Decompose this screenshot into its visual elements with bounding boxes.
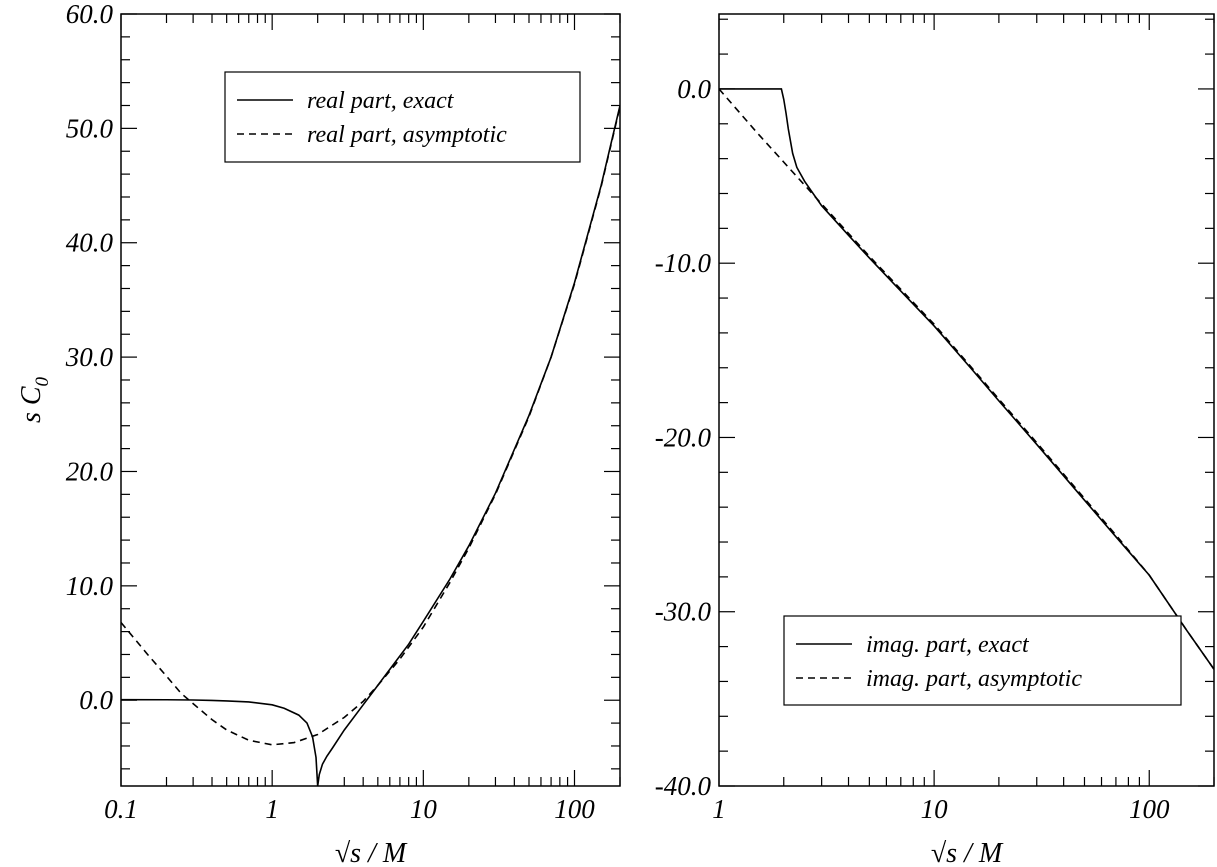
y-axis-label-subscript: 0 — [32, 376, 53, 386]
x-axis-label: √s / M — [335, 838, 408, 867]
y-tick-label: 60.0 — [66, 0, 114, 29]
legend: imag. part, exact imag. part, asymptotic — [783, 615, 1182, 706]
real-part-chart: 0.1 1 10 100 0.0 10.0 20.0 30.0 40.0 50.0 60.0 √s /… — [16, 0, 621, 867]
x-tick-label: 100 — [1129, 794, 1170, 824]
legend-box — [783, 615, 1182, 706]
x-axis-label: √s / M — [931, 838, 1004, 867]
x-tick-label: 100 — [554, 794, 595, 824]
legend: real part, exact real part, asymptotic — [224, 71, 581, 163]
x-tick-label: 1 — [712, 794, 726, 824]
x-tick-label: 10 — [921, 794, 949, 824]
y-tick-label: -40.0 — [655, 771, 712, 801]
y-tick-label: 0.0 — [677, 74, 711, 104]
y-tick-label: -20.0 — [655, 422, 712, 452]
series-line-dashed — [719, 88, 1214, 670]
plot-frame — [120, 13, 621, 787]
legend-label: real part, asymptotic — [307, 122, 507, 148]
x-tick-label: 1 — [265, 794, 279, 824]
legend-box — [224, 71, 581, 163]
y-tick-label: 0.0 — [79, 685, 113, 715]
y-tick-label: 30.0 — [65, 342, 114, 372]
series-line-solid — [121, 105, 620, 786]
y-tick-label: 10.0 — [66, 571, 114, 601]
series-line-dashed — [121, 106, 620, 746]
legend-label: imag. part, exact — [866, 632, 1030, 658]
y-tick-label: 50.0 — [66, 113, 114, 143]
y-tick-label: -30.0 — [655, 597, 712, 627]
series-line-solid — [719, 88, 1214, 670]
y-axis-label: s C0 — [16, 376, 53, 423]
x-tick-label: 0.1 — [104, 794, 138, 824]
y-tick-label: -10.0 — [655, 248, 712, 278]
y-tick-label: 20.0 — [66, 456, 114, 486]
legend-label: real part, exact — [307, 88, 455, 114]
y-tick-label: 40.0 — [66, 228, 114, 258]
legend-label: imag. part, asymptotic — [866, 666, 1082, 692]
plot-frame — [718, 13, 1215, 787]
x-tick-label: 10 — [410, 794, 438, 824]
imag-part-chart: 1 10 100 0.0 -10.0 -20.0 -30.0 -40.0 √s / M imag.… — [655, 13, 1215, 867]
